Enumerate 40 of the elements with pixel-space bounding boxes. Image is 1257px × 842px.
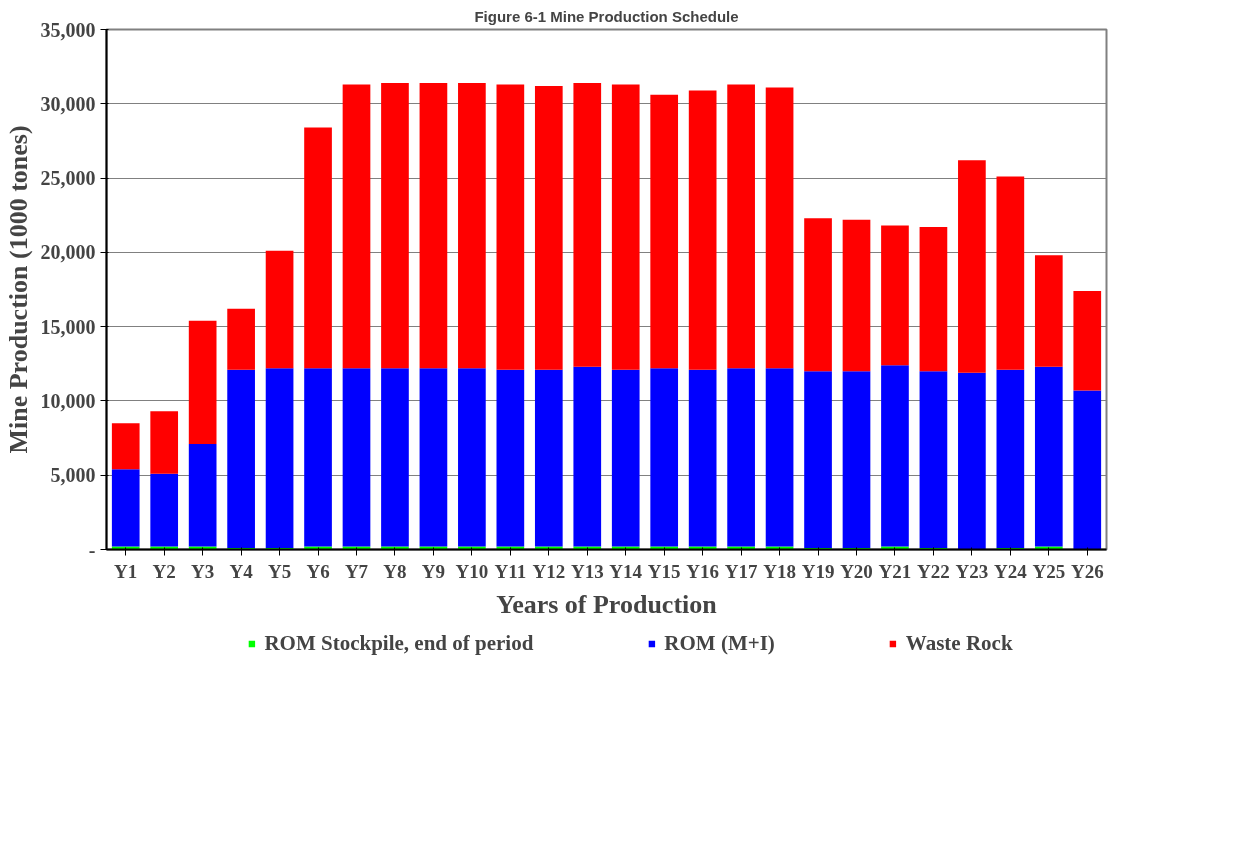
legend-label: Waste Rock — [905, 630, 1013, 656]
x-tick-label: Y2 — [152, 560, 176, 582]
chart-title: Figure 6-1 Mine Production Schedule — [474, 7, 739, 25]
x-axis-title: Years of Production — [496, 589, 718, 619]
x-tick-label: Y24 — [993, 560, 1028, 582]
y-tick-label: 35,000 — [40, 18, 96, 41]
y-tick-label: 15,000 — [40, 315, 96, 338]
x-tick-label: Y7 — [344, 560, 369, 582]
x-tick-label: Y8 — [383, 560, 407, 582]
x-tick-label: Y3 — [191, 560, 215, 582]
x-tick-label: Y6 — [306, 560, 330, 582]
x-tick-label: Y23 — [955, 560, 989, 582]
y-tick-label: 5,000 — [50, 464, 96, 487]
x-tick-label: Y12 — [532, 560, 566, 582]
x-tick-label: Y18 — [763, 560, 796, 582]
y-axis-title: Mine Production (1000 tones) — [3, 125, 33, 454]
x-tick-label: Y11 — [494, 560, 527, 582]
x-tick-label: Y26 — [1070, 560, 1104, 582]
y-tick-label: 25,000 — [40, 167, 96, 190]
x-tick-label: Y25 — [1032, 560, 1066, 582]
legend-label: ROM Stockpile, end of period — [264, 630, 534, 656]
y-tick-label: 30,000 — [40, 92, 96, 115]
legend-label: ROM (M+I) — [664, 630, 775, 656]
x-tick-label: Y13 — [570, 560, 604, 582]
x-tick-label: Y9 — [421, 560, 446, 582]
y-tick-label: 20,000 — [40, 241, 96, 264]
x-tick-label: Y5 — [267, 560, 292, 582]
x-tick-label: Y15 — [647, 560, 681, 582]
x-tick-label: Y10 — [455, 560, 489, 582]
x-tick-label: Y1 — [114, 560, 138, 582]
x-tick-label: Y16 — [686, 560, 720, 582]
x-tick-label: Y19 — [801, 560, 835, 582]
x-tick-label: Y20 — [840, 560, 873, 582]
x-tick-label: Y22 — [917, 560, 950, 582]
x-tick-label: Y14 — [609, 560, 643, 582]
x-tick-label: Y17 — [724, 560, 758, 582]
x-tick-label: Y4 — [229, 560, 254, 582]
x-tick-label: Y21 — [878, 560, 912, 582]
y-tick-label: - — [88, 538, 96, 561]
y-tick-label: 10,000 — [40, 389, 96, 412]
